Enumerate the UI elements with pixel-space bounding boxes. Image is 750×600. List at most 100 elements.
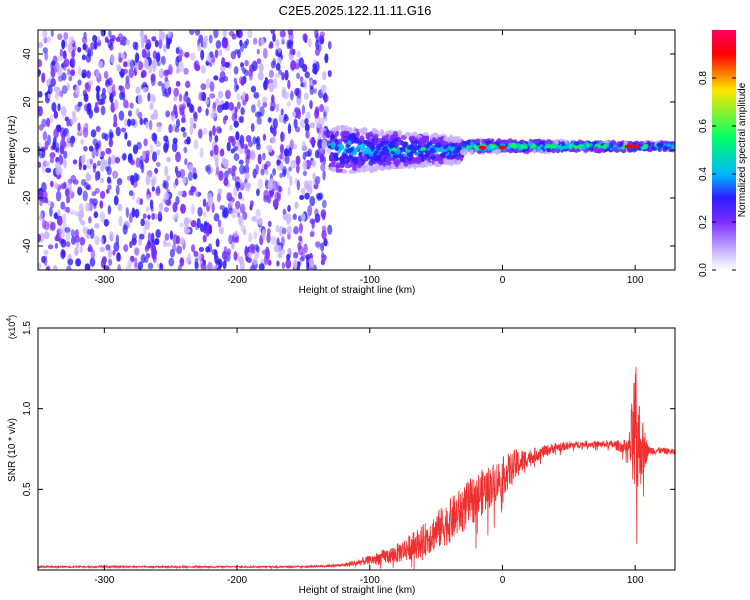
spectrogram-cell xyxy=(267,220,272,227)
spectrogram-cell xyxy=(486,140,493,144)
spectrogram-cell xyxy=(218,49,223,56)
spectrogram-cell xyxy=(129,241,133,249)
spectrogram-cell xyxy=(118,110,125,121)
spectrogram-cell xyxy=(234,200,241,210)
spectrogram-cell xyxy=(236,92,241,101)
spectrogram-cell xyxy=(392,131,399,139)
spectrogram-cell xyxy=(127,118,132,127)
spectrogram-cell xyxy=(107,184,112,190)
spectrogram-cell xyxy=(39,212,43,219)
spectrogram-cell xyxy=(124,132,128,140)
x-tick-label: -300 xyxy=(94,275,114,286)
spectrogram-cell xyxy=(322,170,326,181)
spectrogram-cell xyxy=(38,262,42,270)
spectrogram-cell xyxy=(60,183,67,190)
spectrogram-cell xyxy=(120,72,125,79)
spectrogram-x-ticks: -300 -200 -100 0 100 xyxy=(94,30,644,286)
spectrogram-cell xyxy=(308,257,315,268)
spectrogram-cell xyxy=(107,205,112,215)
spectrogram-cell xyxy=(481,138,486,144)
spectrogram-cell xyxy=(52,141,57,150)
spectrogram-cell xyxy=(188,164,194,173)
spectrogram-cell xyxy=(399,156,406,163)
spectrogram-cell xyxy=(125,39,131,46)
spectrogram-cell xyxy=(99,211,106,223)
spectrogram-cell xyxy=(233,145,238,152)
spectrogram-cell xyxy=(50,180,54,188)
spectrogram-cell xyxy=(75,258,82,267)
spectrogram-cell xyxy=(356,131,360,138)
spectrogram-cell xyxy=(90,249,96,261)
spectrogram-cell xyxy=(623,139,628,146)
spectrogram-cell xyxy=(165,110,171,118)
spectrogram-cell xyxy=(83,31,87,40)
spectrogram-cell xyxy=(113,195,119,206)
spectrogram-cell xyxy=(296,72,301,80)
spectrogram-cell xyxy=(213,213,220,222)
spectrogram-cell xyxy=(231,112,238,122)
spectrogram-cell xyxy=(343,153,349,159)
spectrogram-cell xyxy=(296,179,301,191)
spectrogram-cell xyxy=(89,257,96,267)
spectrogram-cell xyxy=(322,70,327,81)
spectrogram-cell xyxy=(147,214,151,220)
spectrogram-cell xyxy=(495,146,500,150)
spectrogram-cell xyxy=(94,187,100,194)
spectrogram-cell xyxy=(131,233,137,241)
spectrogram-cell xyxy=(251,60,258,72)
spectrogram-cell xyxy=(268,82,275,93)
spectrogram-cell xyxy=(268,78,274,85)
spectrogram-cell xyxy=(270,94,275,103)
y-tick-label: 0.5 xyxy=(22,482,33,496)
spectrogram-cell xyxy=(175,68,180,74)
spectrogram-cell xyxy=(82,164,87,171)
spectrogram-cell xyxy=(110,102,116,113)
spectrogram-cell xyxy=(271,136,276,144)
spectrogram-cell xyxy=(184,51,190,58)
spectrogram-cell xyxy=(368,159,374,166)
spectrogram-cell xyxy=(222,39,229,49)
spectrogram-cell xyxy=(179,257,185,267)
spectrogram-cell xyxy=(88,79,94,86)
spectrogram-cell xyxy=(163,44,167,53)
spectrogram-cell xyxy=(61,249,66,258)
spectrogram-cell xyxy=(74,235,81,243)
spectrogram-cell xyxy=(299,194,305,201)
spectrogram-cell xyxy=(147,262,154,270)
spectrogram-cell xyxy=(157,81,163,87)
spectrogram-cell xyxy=(322,130,328,139)
spectrogram-cell xyxy=(94,235,100,246)
spectrogram-cell xyxy=(296,163,300,174)
spectrogram-cell xyxy=(511,143,516,149)
spectrogram-cell xyxy=(305,130,310,139)
spectrogram-cell xyxy=(256,116,262,125)
spectrogram-cell xyxy=(137,94,143,105)
spectrogram-cell xyxy=(166,39,171,50)
spectrogram-cell xyxy=(275,224,280,233)
spectrogram-cell xyxy=(108,129,114,140)
colorbar-tick-label: 0.0 xyxy=(698,263,709,277)
spectrogram-cell xyxy=(156,125,162,133)
spectrogram-cell xyxy=(99,190,106,200)
spectrogram-cell xyxy=(254,111,261,118)
spectrogram-cell xyxy=(145,121,149,129)
spectrogram-cell xyxy=(68,75,73,82)
spectrogram-cell xyxy=(277,252,283,259)
spectrogram-cell xyxy=(159,262,163,269)
snr-frame xyxy=(37,327,676,571)
spectrogram-cell xyxy=(309,195,316,207)
spectrogram-cell xyxy=(240,141,245,149)
spectrogram-cell xyxy=(230,210,237,219)
spectrogram-cell xyxy=(101,132,107,140)
spectrogram-cell xyxy=(353,148,359,152)
spectrogram-cell xyxy=(134,208,140,219)
spectrogram-cell xyxy=(85,202,91,212)
spectrogram-cell xyxy=(93,39,98,50)
spectrogram-cell xyxy=(285,213,292,224)
spectrogram-cell xyxy=(38,124,44,131)
spectrogram-cell xyxy=(550,144,557,149)
spectrogram-cell xyxy=(215,165,220,176)
spectrogram-cell xyxy=(302,170,308,177)
spectrogram-cell xyxy=(197,206,203,217)
spectrogram-cell xyxy=(315,39,320,50)
